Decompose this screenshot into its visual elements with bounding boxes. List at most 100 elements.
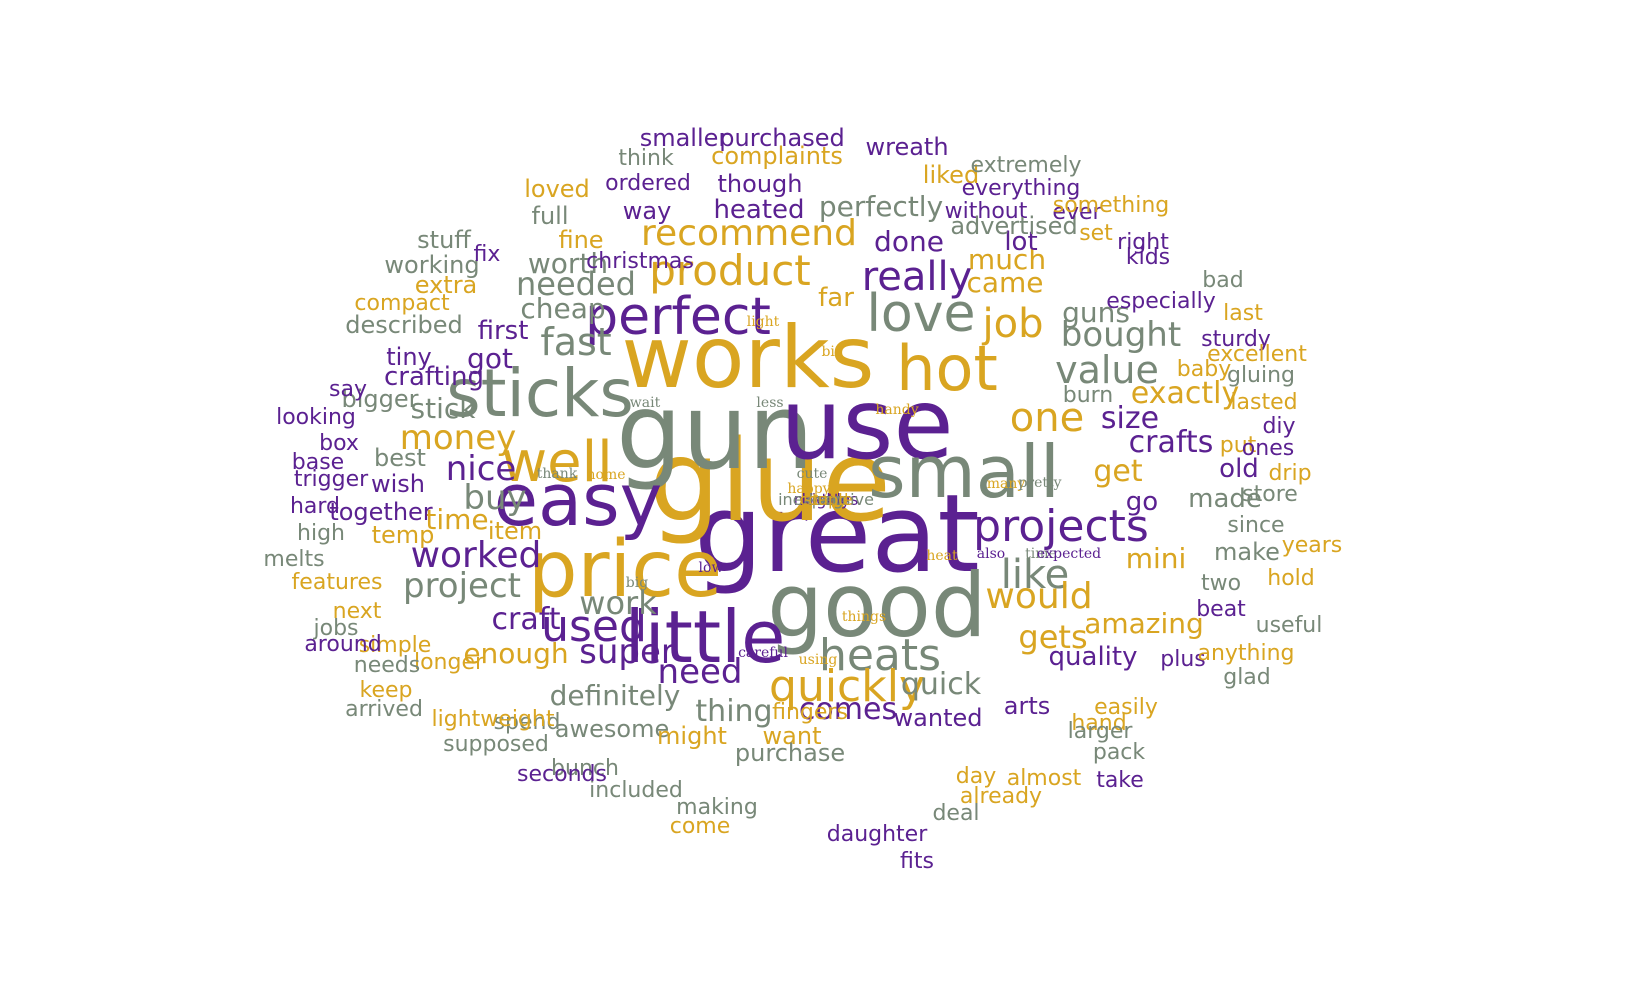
- word-kids: kids: [1125, 245, 1171, 270]
- word-really: really: [861, 254, 973, 300]
- word-make: make: [1214, 538, 1280, 566]
- word-sturdy: sturdy: [1201, 327, 1271, 352]
- word-around: around: [304, 632, 382, 657]
- word-daughter: daughter: [826, 822, 928, 847]
- word-trigger: trigger: [293, 467, 369, 492]
- word-pack: pack: [1092, 740, 1146, 765]
- word-made: made: [1188, 484, 1262, 514]
- word-something: something: [1052, 193, 1170, 218]
- word-excellent: excellent: [1207, 342, 1307, 367]
- word-sticks: sticks: [446, 355, 634, 432]
- word-years: years: [1281, 533, 1343, 558]
- word-full: full: [531, 202, 569, 230]
- word-larger: larger: [1067, 719, 1133, 744]
- word-money: money: [399, 418, 517, 458]
- word-perfect: perfect: [585, 287, 771, 347]
- word-worth: worth: [527, 247, 609, 280]
- word-fast: fast: [540, 320, 612, 364]
- word-purchased: purchased: [719, 124, 845, 152]
- word-thing: thing: [695, 694, 773, 729]
- word-done: done: [874, 225, 944, 258]
- word-far: far: [818, 283, 854, 313]
- word-jobs: jobs: [313, 616, 359, 641]
- word-base: base: [291, 450, 345, 475]
- word-deal: deal: [932, 801, 980, 826]
- word-cheap: cheap: [520, 292, 606, 325]
- word-comes: comes: [798, 692, 898, 727]
- word-guns: guns: [1062, 296, 1130, 329]
- word-put: put: [1219, 433, 1257, 458]
- word-think: think: [618, 146, 674, 171]
- word-heated: heated: [713, 195, 805, 225]
- word-stick: stick: [410, 392, 476, 425]
- word-already: already: [959, 784, 1043, 809]
- word-worked: worked: [410, 535, 542, 576]
- word-since: since: [1227, 513, 1285, 538]
- word-wait: wait: [629, 395, 661, 411]
- word-need: need: [657, 652, 743, 692]
- word-come: come: [669, 814, 731, 839]
- word-ever: ever: [1052, 200, 1102, 225]
- word-described: described: [345, 311, 463, 339]
- word-cute: cute: [796, 466, 828, 482]
- word-features: features: [291, 570, 383, 595]
- word-better: better: [801, 490, 851, 509]
- word-simple: simple: [358, 633, 432, 658]
- word-quality: quality: [1048, 642, 1138, 672]
- word-glue: glue: [648, 417, 892, 547]
- word-extra: extra: [414, 271, 478, 299]
- word-loved: loved: [524, 175, 590, 203]
- word-though: though: [717, 170, 803, 198]
- word-together: together: [329, 498, 433, 526]
- word-quickly: quickly: [769, 661, 925, 712]
- word-keep: keep: [359, 678, 413, 703]
- word-use: use: [780, 368, 954, 482]
- word-fix: fix: [473, 242, 501, 267]
- word-christmas: christmas: [586, 249, 694, 274]
- word-last: last: [1223, 301, 1263, 326]
- word-nice: nice: [445, 449, 517, 489]
- word-almost: almost: [1006, 766, 1082, 791]
- word-anything: anything: [1197, 641, 1295, 666]
- word-thank: thank: [536, 466, 578, 482]
- word-needs: needs: [353, 653, 421, 678]
- word-happy: happy: [787, 481, 831, 497]
- word-heats: heats: [818, 630, 942, 681]
- word-careful: careful: [738, 645, 788, 661]
- word-expected: expected: [1036, 546, 1102, 562]
- word-also: also: [976, 546, 1006, 562]
- word-super: super: [579, 632, 675, 672]
- word-quick: quick: [900, 667, 982, 702]
- word-useful: useful: [1255, 613, 1323, 638]
- word-ordered: ordered: [605, 171, 691, 196]
- word-even: even: [806, 490, 846, 509]
- word-couple: couple: [799, 490, 853, 509]
- word-like: like: [1000, 552, 1070, 598]
- word-high: high: [297, 521, 345, 546]
- word-plus: plus: [1160, 647, 1206, 672]
- word-easy: easy: [493, 458, 663, 542]
- word-extremely: extremely: [970, 153, 1082, 178]
- word-hold: hold: [1267, 566, 1315, 591]
- word-exactly: exactly: [1130, 376, 1240, 411]
- word-store: store: [1242, 482, 1298, 507]
- word-hand: hand: [1071, 711, 1127, 736]
- word-lot: lot: [1004, 227, 1038, 257]
- word-got: got: [467, 342, 513, 375]
- word-wreath: wreath: [865, 133, 949, 161]
- word-project: project: [402, 566, 522, 606]
- word-get: get: [1093, 454, 1143, 489]
- word-way: way: [622, 197, 672, 225]
- word-less: less: [756, 395, 784, 411]
- word-great: great: [694, 472, 980, 597]
- word-go: go: [1125, 487, 1159, 517]
- word-spend: spend: [493, 710, 561, 735]
- word-used: used: [541, 601, 647, 652]
- word-mini: mini: [1125, 542, 1187, 575]
- word-highly: highly: [801, 490, 851, 509]
- word-time: time: [1025, 546, 1057, 562]
- word-buy: buy: [463, 478, 527, 518]
- word-might: might: [657, 722, 727, 750]
- word-heat: heat: [926, 548, 958, 564]
- word-complaints: complaints: [711, 142, 843, 170]
